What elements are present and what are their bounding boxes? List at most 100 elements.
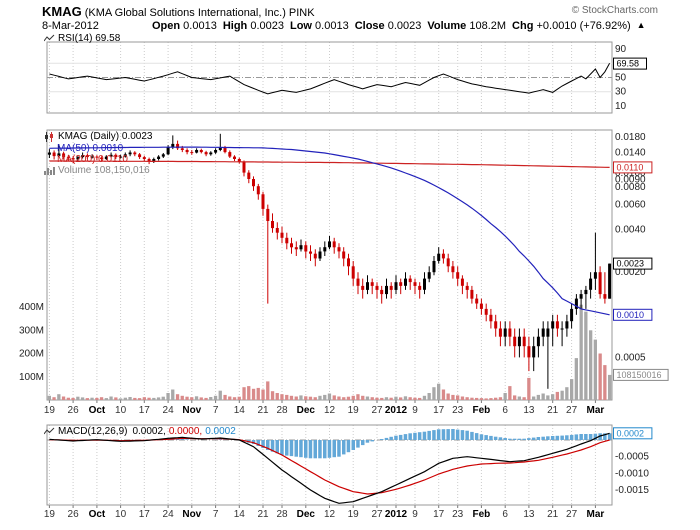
svg-text:90: 90 (615, 44, 627, 55)
svg-text:0.0140: 0.0140 (615, 148, 646, 159)
svg-text:Dec: Dec (297, 405, 316, 416)
exchange-label: PINK (288, 7, 315, 19)
svg-text:14: 14 (234, 509, 246, 520)
quote-bar: 8-Mar-2012 Open 0.0013 High 0.0023 Low 0.00… (42, 20, 646, 32)
svg-text:Feb: Feb (473, 509, 491, 520)
svg-text:200M: 200M (19, 349, 44, 360)
svg-text:69.58: 69.58 (617, 59, 640, 69)
up-arrow-icon: ▲ (636, 20, 646, 30)
macd-hist-value: 0.0002 (205, 426, 236, 437)
rsi-label: RSI(14) 69.58 (44, 33, 120, 44)
svg-text:Nov: Nov (182, 509, 201, 520)
svg-text:0.0090: 0.0090 (615, 175, 646, 186)
svg-text:300M: 300M (19, 325, 44, 336)
svg-text:12: 12 (324, 405, 336, 416)
svg-text:0.0002: 0.0002 (617, 428, 645, 438)
svg-text:108150016: 108150016 (617, 370, 662, 380)
svg-text:100M: 100M (19, 372, 44, 383)
svg-text:26: 26 (68, 509, 80, 520)
svg-text:19: 19 (348, 405, 360, 416)
svg-text:21: 21 (547, 509, 559, 520)
price-title: KMAG (Daily) 0.0023 (44, 131, 152, 142)
svg-text:27: 27 (371, 509, 383, 520)
svg-text:14: 14 (234, 405, 246, 416)
svg-text:26: 26 (68, 405, 80, 416)
svg-text:0.0040: 0.0040 (615, 225, 646, 236)
macd-label: MACD(12,26,9) 0.0002, 0.0000, 0.0002 (44, 426, 236, 437)
svg-text:0.0180: 0.0180 (615, 132, 646, 143)
svg-text:23: 23 (452, 405, 464, 416)
svg-text:Oct: Oct (89, 509, 106, 520)
svg-text:400M: 400M (19, 302, 44, 313)
svg-text:Dec: Dec (297, 509, 316, 520)
svg-text:13: 13 (523, 509, 535, 520)
svg-text:21: 21 (257, 509, 269, 520)
svg-text:28: 28 (276, 509, 288, 520)
ticker-symbol: KMAG (42, 4, 82, 19)
quote-fields: Open 0.0013 High 0.0023 Low 0.0013 Close 0.… (152, 20, 646, 32)
svg-text:Oct: Oct (89, 405, 106, 416)
rsi-label-text: RSI(14) 69.58 (58, 33, 121, 44)
title-bar: KMAG (KMA Global Solutions International,… (42, 4, 658, 19)
svg-text:Feb: Feb (473, 405, 491, 416)
svg-text:Mar: Mar (587, 405, 605, 416)
svg-text:-0.0005: -0.0005 (615, 452, 649, 463)
svg-text:9: 9 (412, 405, 418, 416)
quote-field-volume: Volume 108.2M (427, 20, 507, 32)
quote-date: 8-Mar-2012 (42, 20, 99, 32)
svg-text:0.0100: 0.0100 (615, 168, 646, 179)
svg-text:0.0010: 0.0010 (617, 310, 645, 320)
svg-text:0.0005: 0.0005 (615, 352, 646, 363)
svg-text:6: 6 (502, 509, 508, 520)
macd-signal-value: 0.0000, (168, 426, 203, 437)
svg-text:30: 30 (615, 87, 627, 98)
svg-text:24: 24 (163, 405, 175, 416)
quote-field-low: Low 0.0013 (289, 20, 349, 32)
svg-text:27: 27 (566, 405, 578, 416)
company-name: (KMA Global Solutions International, Inc… (84, 7, 286, 19)
svg-text:7: 7 (213, 509, 219, 520)
svg-text:12: 12 (324, 509, 336, 520)
svg-text:6: 6 (502, 405, 508, 416)
svg-text:10: 10 (115, 509, 127, 520)
price-title-text: KMAG (Daily) 0.0023 (58, 131, 153, 142)
volume-bars-icon (44, 167, 55, 175)
svg-text:19: 19 (348, 509, 360, 520)
svg-text:0.0020: 0.0020 (615, 267, 646, 278)
svg-text:27: 27 (371, 405, 383, 416)
svg-text:23: 23 (452, 509, 464, 520)
ma50-label: MA(50) 0.0010 (57, 143, 124, 154)
svg-text:2012: 2012 (385, 405, 408, 416)
svg-text:2012: 2012 (385, 509, 408, 520)
svg-text:27: 27 (566, 509, 578, 520)
svg-text:13: 13 (523, 405, 535, 416)
line-chart-icon (44, 427, 55, 435)
quote-field-chg: Chg +0.0010 (+76.92%) (512, 20, 631, 32)
macd-value: 0.0002, (132, 426, 166, 437)
ma200-label: MA(200) 0.0110 (57, 154, 128, 165)
svg-text:0.0023: 0.0023 (617, 259, 645, 269)
svg-text:0.0080: 0.0080 (615, 182, 646, 193)
svg-text:0.0110: 0.0110 (617, 162, 644, 172)
svg-text:50: 50 (615, 73, 627, 84)
svg-text:Mar: Mar (587, 509, 605, 520)
quote-field-open: Open 0.0013 (152, 20, 217, 32)
candlestick-icon (45, 131, 53, 142)
line-chart-icon (44, 34, 55, 42)
svg-text:17: 17 (139, 509, 151, 520)
svg-text:19: 19 (44, 405, 56, 416)
macd-name: MACD(12,26,9) (58, 426, 128, 437)
svg-text:21: 21 (547, 405, 559, 416)
svg-text:17: 17 (433, 405, 445, 416)
svg-text:7: 7 (213, 405, 219, 416)
svg-text:-0.0010: -0.0010 (615, 468, 649, 479)
svg-text:19: 19 (44, 509, 56, 520)
quote-field-close: Close 0.0023 (354, 20, 422, 32)
svg-text:10: 10 (115, 405, 127, 416)
svg-text:10: 10 (615, 101, 627, 112)
svg-text:21: 21 (257, 405, 269, 416)
copyright-notice: © StockCharts.com (571, 5, 658, 16)
svg-text:28: 28 (276, 405, 288, 416)
